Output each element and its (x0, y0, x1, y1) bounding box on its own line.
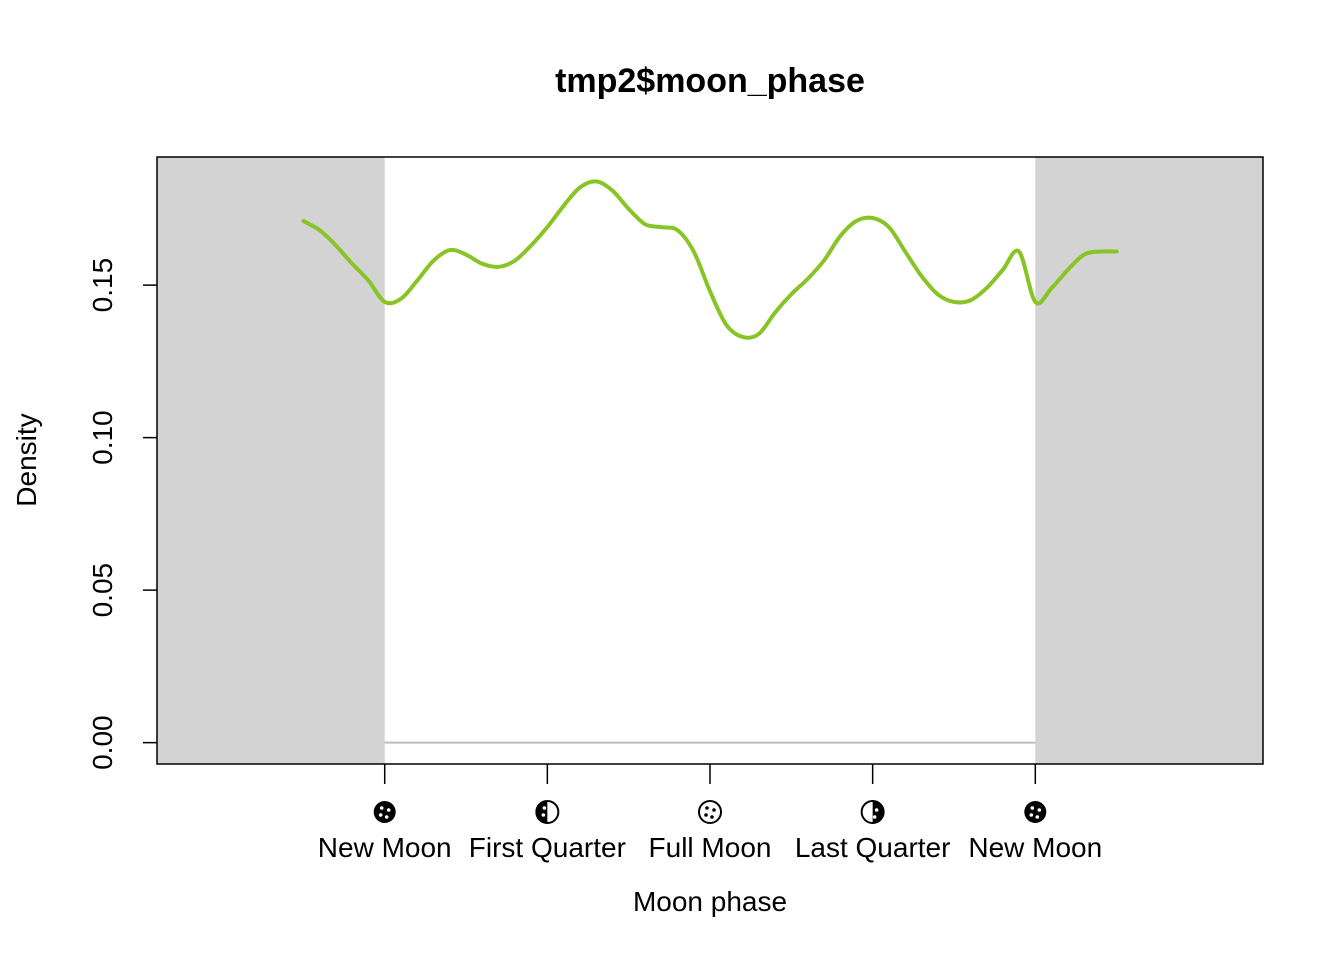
x-axis: New Moon First Quarter Full Moon Last Quart… (318, 764, 1102, 863)
y-tick-label: 0.00 (87, 715, 118, 770)
chart-title: tmp2$moon_phase (555, 62, 865, 100)
first-quarter-moon-icon (535, 800, 560, 824)
density-series (301, 179, 1119, 340)
new-moon-icon (1024, 801, 1047, 823)
shaded-region (1035, 157, 1263, 764)
y-tick-label: 0.15 (87, 258, 118, 313)
x-tick-label: First Quarter (469, 832, 626, 863)
y-tick-label: 0.05 (87, 563, 118, 618)
x-tick-label: New Moon (968, 832, 1102, 863)
x-tick-label: Full Moon (649, 832, 772, 863)
density-line (301, 179, 1119, 340)
x-axis-label: Moon phase (633, 886, 787, 917)
y-axis: 0.00 0.05 0.10 0.15 (87, 258, 157, 770)
last-quarter-moon-icon (860, 800, 885, 824)
y-tick-label: 0.10 (87, 410, 118, 465)
x-tick-label: Last Quarter (795, 832, 951, 863)
shaded-region (157, 157, 385, 764)
shaded-wrap-regions (157, 157, 1263, 764)
x-tick-label: New Moon (318, 832, 452, 863)
y-axis-label: Density (11, 413, 42, 506)
full-moon-icon (698, 800, 722, 824)
new-moon-icon (373, 801, 396, 823)
